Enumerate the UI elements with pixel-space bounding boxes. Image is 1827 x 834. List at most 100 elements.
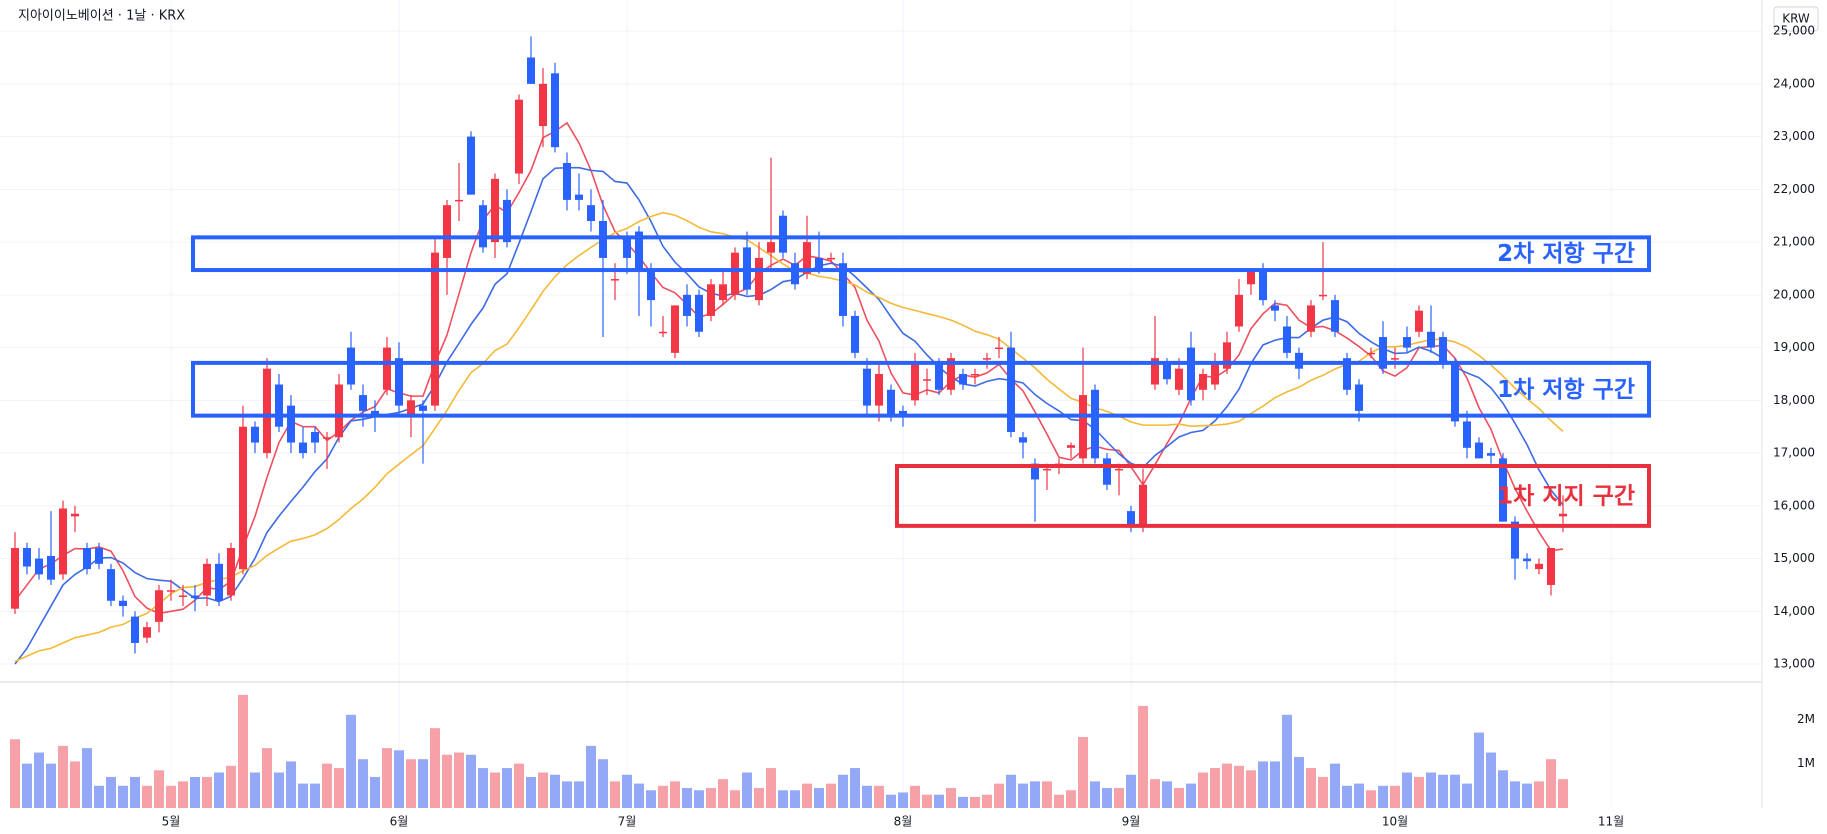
volume-bar xyxy=(502,768,512,808)
volume-bar xyxy=(562,781,572,808)
volume-bar xyxy=(1306,768,1316,808)
candle-body xyxy=(347,347,355,385)
volume-bar xyxy=(1486,752,1496,808)
candle-body xyxy=(251,426,259,443)
candle-body xyxy=(1139,484,1147,527)
candle-body xyxy=(1043,468,1051,471)
volume-bar xyxy=(682,788,692,808)
volume-bar xyxy=(1042,781,1052,808)
volume-bar xyxy=(526,776,536,808)
plot-area xyxy=(10,36,1568,808)
y-tick-label: 22,000 xyxy=(1773,182,1815,196)
volume-bar xyxy=(850,768,860,808)
y-tick-label: 19,000 xyxy=(1773,340,1815,354)
candle-body xyxy=(623,236,631,258)
volume-bar xyxy=(1090,781,1100,808)
volume-bar xyxy=(466,754,476,808)
candle-body xyxy=(23,548,31,567)
candle-body xyxy=(1523,558,1531,562)
candle-body xyxy=(275,384,283,427)
volume-bar xyxy=(922,794,932,808)
volume-bar xyxy=(1186,783,1196,808)
zone-box xyxy=(191,235,1651,273)
candle-body xyxy=(527,57,535,84)
candle-body xyxy=(143,627,151,638)
candle-body xyxy=(59,508,67,575)
volume-bar xyxy=(430,728,440,808)
candle-body xyxy=(1367,352,1375,355)
candle-body xyxy=(539,83,547,127)
x-tick-label: 11월 xyxy=(1598,815,1624,829)
volume-bar xyxy=(910,785,920,808)
volume-bar xyxy=(658,785,668,808)
candle-body xyxy=(791,263,799,285)
currency-box[interactable] xyxy=(1773,6,1819,32)
volume-bar xyxy=(1210,768,1220,808)
candle-body xyxy=(815,257,823,269)
candle-body xyxy=(1235,294,1243,327)
volume-bar xyxy=(1498,770,1508,808)
candle-body xyxy=(899,410,907,417)
volume-bar xyxy=(586,745,596,808)
volume-bar xyxy=(226,765,236,808)
volume-bar xyxy=(454,752,464,808)
volume-bar xyxy=(1162,781,1172,808)
volume-bar xyxy=(334,768,344,808)
y-tick-label: 18,000 xyxy=(1773,393,1815,407)
candle-body xyxy=(83,548,91,570)
zone-box xyxy=(191,360,1651,418)
volume-bar xyxy=(1054,794,1064,808)
candle-body xyxy=(1379,337,1387,369)
y-tick-label: 17,000 xyxy=(1773,446,1815,460)
x-tick-label: 9월 xyxy=(1122,815,1141,829)
volume-bar xyxy=(106,776,116,808)
volume-bar xyxy=(934,794,944,808)
volume-bar xyxy=(634,783,644,808)
candle-body xyxy=(779,215,787,253)
candle-body xyxy=(1487,453,1495,456)
candle-body xyxy=(839,263,847,316)
candle-body xyxy=(1547,548,1555,585)
volume-bar xyxy=(310,783,320,808)
volume-bar xyxy=(1030,781,1040,808)
y-tick-label: 21,000 xyxy=(1773,235,1815,249)
volume-bar xyxy=(346,714,356,808)
volume-bar xyxy=(622,774,632,808)
volume-bar xyxy=(154,770,164,808)
volume-bar xyxy=(598,759,608,808)
volume-bar xyxy=(610,781,620,808)
candle-body xyxy=(371,410,379,417)
candle-body xyxy=(599,221,607,258)
candle-body xyxy=(551,73,559,148)
candle-body xyxy=(863,368,871,406)
volume-bar xyxy=(22,763,32,808)
volume-bar xyxy=(838,774,848,808)
volume-bar xyxy=(238,694,248,808)
volume-bar xyxy=(994,783,1004,808)
moving-average-line xyxy=(14,121,1564,615)
candle-body xyxy=(1319,294,1327,297)
candle-body xyxy=(1427,331,1435,348)
candle-body xyxy=(491,178,499,243)
candle-body xyxy=(515,99,523,174)
candle-body xyxy=(1415,310,1423,332)
candle-body xyxy=(1535,563,1543,570)
candle-body xyxy=(203,563,211,596)
x-tick-label: 6월 xyxy=(390,815,409,829)
volume-bar xyxy=(1366,790,1376,808)
x-tick-label: 7월 xyxy=(618,815,637,829)
candle-body xyxy=(1067,445,1075,448)
volume-bar xyxy=(694,790,704,808)
moving-average-line xyxy=(14,166,1564,665)
candle-body xyxy=(587,205,595,222)
candle-body xyxy=(323,437,331,439)
candle-body xyxy=(503,199,511,243)
zone-label: 1차 지지 구간 xyxy=(1497,483,1635,509)
volume-bar xyxy=(1198,772,1208,808)
candle-body xyxy=(179,595,187,597)
candle-body xyxy=(443,205,451,258)
volume-bar xyxy=(1234,765,1244,808)
volume-bar xyxy=(802,783,812,808)
candle-body xyxy=(995,347,1003,350)
volume-bar xyxy=(1330,763,1340,808)
